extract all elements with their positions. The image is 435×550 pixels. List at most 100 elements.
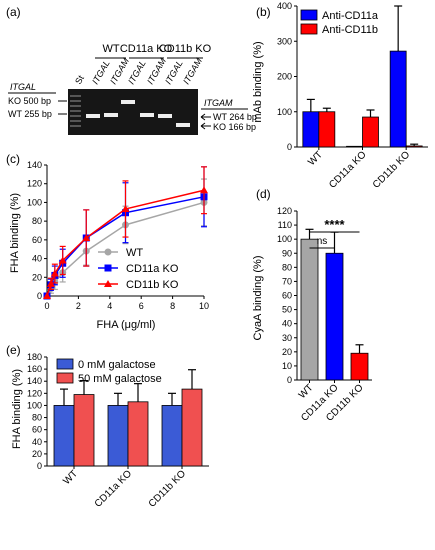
- c-point-cd11b-ko: [43, 292, 51, 299]
- c-ytick-label: 80: [32, 216, 42, 226]
- c-xtick-label: 2: [76, 301, 81, 311]
- e-ytick-label: 20: [32, 449, 42, 459]
- d-ytick-label: 100: [277, 234, 292, 244]
- gel-band-cd11a-itgal: [121, 100, 135, 104]
- c-xtick-label: 10: [199, 301, 209, 311]
- d-bar: [325, 252, 344, 381]
- panel-c-xlabel: FHA (μg/ml): [97, 319, 156, 331]
- gel-right-band-ko: KO 166 bp: [213, 122, 256, 132]
- gel-band-cd11a-itgam: [140, 113, 154, 117]
- gel-band-cd11b-itgam: [176, 123, 190, 127]
- d-ytick-label: 90: [282, 248, 292, 258]
- b-bar-anti-cd11b: [405, 145, 423, 148]
- panel-c: (c) FHA binding (%) FHA (μg/ml) 02040608…: [6, 152, 209, 331]
- e-ytick-label: 160: [27, 364, 42, 374]
- e-legend-swatch: [56, 358, 74, 370]
- panel-a: (a) WT CD11a KO CD11b KO St ITGAL ITGAM: [6, 5, 257, 135]
- e-xtick-label: WT: [61, 468, 80, 487]
- gel-right-band-wt: WT 264 bp: [213, 112, 257, 122]
- e-ytick-label: 180: [27, 352, 42, 362]
- b-ytick-label: 300: [277, 36, 292, 46]
- panel-e-label: (e): [6, 343, 21, 357]
- e-legend-label: 50 mM galactose: [78, 373, 162, 385]
- panel-c-ylabel: FHA binding (%): [9, 193, 21, 273]
- c-legend-marker-cd11a-ko: [104, 264, 112, 272]
- d-ytick-label: 120: [277, 206, 292, 216]
- b-legend-swatch: [300, 23, 318, 35]
- c-legend-label: WT: [126, 247, 143, 259]
- e-ytick-label: 120: [27, 388, 42, 398]
- panel-d: (d) CyaA binding (%) 0 10 20 30 40 50 60 70 80 90…: [252, 187, 372, 424]
- e-bar: [53, 405, 75, 467]
- d-ytick-label: 20: [282, 347, 292, 357]
- gel-right-arrow-wt: [200, 113, 211, 121]
- gel-group-cd11a: CD11a KO: [120, 43, 173, 55]
- d-ytick-label: 40: [282, 319, 292, 329]
- d-ytick-label: 30: [282, 333, 292, 343]
- c-point-cd11b-ko: [200, 186, 208, 194]
- c-point-cd11b-ko: [58, 256, 67, 264]
- e-ytick-label: 40: [32, 437, 42, 447]
- gel-lane-6: ITGAM: [181, 56, 204, 86]
- e-legend-swatch: [56, 372, 74, 384]
- c-point-cd11b-ko: [82, 233, 91, 241]
- c-ytick-label: 40: [32, 254, 42, 264]
- gel-band-wt-itgam: [104, 113, 118, 117]
- e-ytick-label: 100: [27, 400, 42, 410]
- panel-a-label: (a): [6, 5, 21, 19]
- e-bar: [127, 401, 149, 467]
- panel-e-ylabel: FHA binding (%): [11, 369, 23, 449]
- gel-left-band-wt: WT 255 bp: [8, 109, 52, 119]
- panel-d-label: (d): [256, 187, 271, 201]
- gel-image: [68, 89, 198, 135]
- d-ytick-label: 50: [282, 305, 292, 315]
- b-bar-anti-cd11a: [346, 145, 363, 148]
- gel-left-header: ITGAL: [10, 82, 36, 92]
- b-bar-anti-cd11a: [389, 50, 407, 148]
- e-ytick-label: 60: [32, 425, 42, 435]
- gel-right-header: ITGAM: [204, 98, 233, 108]
- e-ytick-label: 140: [27, 376, 42, 386]
- b-xtick-label: CD11a KO: [327, 149, 369, 191]
- ladder-bands: [70, 95, 81, 127]
- panel-e: (e) FHA binding (%) 0 20 40 60 80 100 120 140 16…: [6, 343, 209, 510]
- e-xtick-label: CD11a KO: [93, 468, 135, 510]
- b-bar-anti-cd11a: [302, 111, 320, 148]
- c-legend-label: CD11b KO: [126, 279, 179, 291]
- gel-band-wt-itgal: [86, 114, 100, 118]
- d-sig-label-stars: ****: [324, 217, 345, 232]
- d-ytick-label: 70: [282, 276, 292, 286]
- c-legend-marker-cd11b-ko: [104, 280, 112, 287]
- d-bar: [300, 238, 319, 381]
- b-xtick-label: WT: [306, 149, 325, 168]
- c-ytick-label: 0: [37, 291, 42, 301]
- e-bar: [161, 405, 183, 467]
- b-bar-anti-cd11b: [318, 111, 336, 148]
- d-sig-label-ns: ns: [317, 236, 328, 247]
- b-legend-swatch: [300, 9, 318, 21]
- b-ytick-label: 0: [287, 142, 292, 152]
- panel-c-label: (c): [6, 152, 20, 166]
- panel-b: (b) mAb binding (%) 0 100 200 300 400 WT CD11a…: [252, 1, 428, 191]
- d-bar: [350, 352, 369, 381]
- b-xtick-label: CD11b KO: [371, 149, 413, 191]
- panel-b-label: (b): [256, 5, 271, 19]
- e-ytick-label: 0: [37, 461, 42, 471]
- b-legend-label: Anti-CD11b: [322, 24, 378, 36]
- gel-right-arrow-ko: [200, 122, 211, 130]
- d-ytick-label: 10: [282, 361, 292, 371]
- d-xtick-label: WT: [297, 382, 316, 401]
- c-point-cd11b-ko: [46, 279, 55, 287]
- c-xtick-label: 8: [170, 301, 175, 311]
- panel-d-ylabel: CyaA binding (%): [252, 256, 264, 341]
- c-xtick-label: 6: [139, 301, 144, 311]
- c-legend-label: CD11a KO: [126, 263, 179, 275]
- d-ytick-label: 60: [282, 291, 292, 301]
- b-legend-label: Anti-CD11a: [322, 10, 379, 22]
- gel-group-cd11b: CD11b KO: [159, 43, 212, 55]
- d-ytick-label: 80: [282, 262, 292, 272]
- c-ytick-label: 140: [27, 160, 42, 170]
- e-ytick-label: 80: [32, 413, 42, 423]
- gel-left-band-ko: KO 500 bp: [8, 96, 51, 106]
